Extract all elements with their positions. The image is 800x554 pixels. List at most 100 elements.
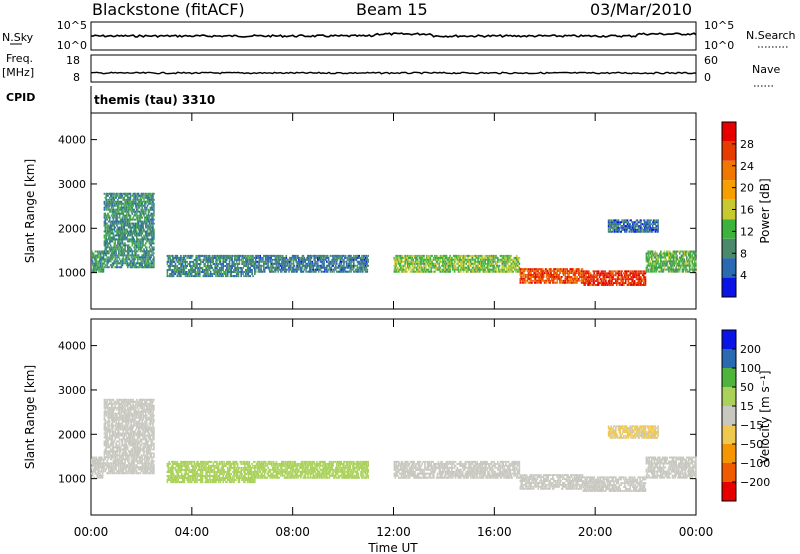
- echo-cell: [589, 280, 592, 282]
- echo-cell: [662, 256, 665, 259]
- echo-cell: [99, 260, 101, 263]
- echo-cell: [682, 254, 685, 257]
- echo-cell: [478, 260, 480, 263]
- echo-cell: [676, 270, 678, 273]
- echo-cell: [193, 271, 196, 273]
- echo-cell: [256, 256, 259, 259]
- echo-cell: [552, 272, 555, 274]
- echo-cell: [113, 226, 116, 229]
- echo-cell: [655, 270, 658, 273]
- echo-cell: [258, 264, 261, 267]
- echo-cell: [125, 244, 127, 247]
- echo-cell: [106, 214, 108, 217]
- echo-cell: [534, 268, 537, 271]
- echo-cell: [470, 270, 473, 273]
- echo-cell: [678, 270, 681, 273]
- echo-cell: [453, 266, 456, 269]
- echo-cell: [234, 254, 236, 257]
- echo-cell: [108, 226, 110, 229]
- echo-cell: [596, 280, 598, 282]
- echo-cell: [271, 270, 273, 273]
- echo-cell: [119, 254, 122, 257]
- echo-cell: [517, 258, 520, 261]
- echo-cell: [617, 227, 620, 229]
- echo-cell: [149, 224, 152, 227]
- echo-cell: [106, 232, 108, 235]
- echo-cell: [195, 263, 197, 265]
- echo-cell: [395, 264, 397, 267]
- echo-cell: [687, 252, 690, 255]
- echo-cell: [366, 258, 369, 261]
- echo-cell: [280, 254, 282, 257]
- echo-cell: [672, 254, 675, 257]
- echo-cell: [323, 260, 325, 263]
- echo-cell: [456, 254, 459, 257]
- echo-cell: [480, 268, 483, 271]
- echo-cell: [279, 264, 281, 267]
- echo-cell: [644, 284, 647, 286]
- echo-cell: [574, 279, 577, 282]
- echo-cell: [317, 266, 319, 269]
- echo-cell: [649, 264, 651, 267]
- echo-cell: [139, 204, 142, 207]
- echo-cell: [209, 265, 212, 267]
- echo-cell: [145, 192, 148, 195]
- echo-cell: [252, 260, 254, 263]
- echo-cell: [645, 252, 648, 255]
- echo-cell: [122, 248, 125, 251]
- echo-cell: [411, 254, 414, 257]
- echo-cell: [293, 268, 296, 271]
- echo-cell: [123, 218, 125, 221]
- echo-cell: [678, 258, 680, 261]
- echo-cell: [394, 260, 396, 263]
- echo-cell: [217, 275, 219, 278]
- echo-cell: [274, 258, 277, 261]
- echo-cell: [111, 228, 114, 231]
- echo-cell: [393, 270, 396, 273]
- echo-cell: [677, 250, 679, 253]
- echo-cell: [128, 216, 131, 219]
- echo-cell: [229, 269, 232, 271]
- echo-cell: [313, 256, 315, 259]
- echo-cell: [358, 254, 360, 257]
- echo-cell: [579, 272, 582, 274]
- echo-cell: [616, 280, 619, 282]
- echo-cell: [537, 274, 540, 276]
- echo-cell: [127, 196, 130, 199]
- echo-cell: [114, 262, 116, 265]
- echo-cell: [247, 269, 250, 271]
- echo-cell: [616, 282, 619, 284]
- echo-cell: [191, 260, 194, 263]
- echo-cell: [481, 258, 484, 261]
- echo-cell: [355, 254, 358, 257]
- echo-cell: [134, 266, 136, 269]
- echo-cell: [93, 266, 96, 269]
- echo-cell: [503, 266, 505, 269]
- echo-cell: [150, 232, 152, 235]
- echo-cell: [623, 276, 625, 279]
- echo-cell: [275, 256, 278, 259]
- echo-cell: [230, 258, 233, 261]
- echo-cell: [142, 240, 144, 243]
- echo-cell: [629, 270, 631, 273]
- echo-cell: [612, 284, 614, 286]
- echo-cell: [442, 254, 444, 257]
- echo-cell: [540, 276, 542, 278]
- echo-cell: [482, 266, 485, 269]
- echo-cell: [660, 252, 662, 255]
- echo-cell: [112, 228, 115, 231]
- echo-cell: [122, 220, 125, 223]
- echo-cell: [146, 204, 149, 207]
- echo-cell: [494, 258, 496, 261]
- echo-cell: [143, 208, 145, 211]
- echo-cell: [353, 262, 355, 265]
- echo-cell: [443, 266, 445, 269]
- echo-cell: [275, 268, 278, 271]
- echo-cell: [488, 258, 491, 261]
- echo-cell: [647, 250, 649, 253]
- echo-cell: [199, 260, 202, 263]
- echo-cell: [660, 250, 662, 253]
- echo-cell: [142, 238, 144, 241]
- echo-cell: [523, 281, 525, 284]
- echo-cell: [513, 262, 515, 265]
